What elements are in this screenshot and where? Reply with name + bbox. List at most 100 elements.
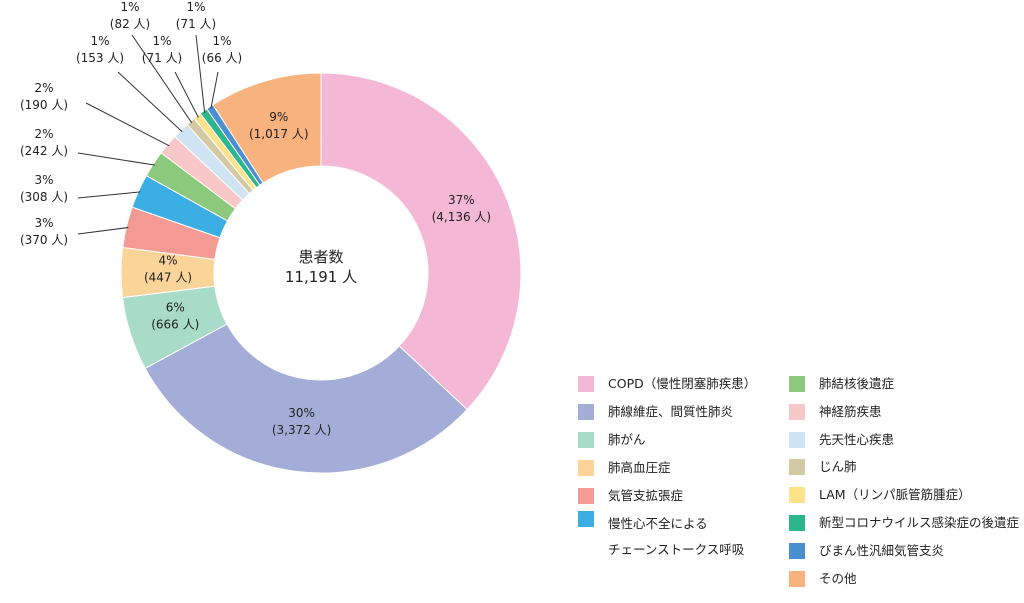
legend-label: 新型コロナウイルス感染症の後遺症 xyxy=(819,515,1020,530)
legend-swatch xyxy=(789,487,805,504)
legend-swatch xyxy=(789,376,805,392)
legend-label: 肺高血圧症 xyxy=(608,460,671,475)
legend-swatch xyxy=(789,542,805,559)
legend-swatch xyxy=(578,404,594,420)
legend-item: LAM（リンパ脈管筋腫症） xyxy=(789,487,971,504)
data-label-percent: 2% xyxy=(34,127,53,141)
data-label-percent: 4% xyxy=(158,254,177,268)
legend-label: COPD（慢性閉塞肺疾患） xyxy=(608,376,757,391)
legend-label: その他 xyxy=(819,570,857,586)
legend-label: 神経筋疾患 xyxy=(819,403,882,419)
leader-line xyxy=(131,34,193,124)
center-title: 患者数 xyxy=(298,248,343,266)
leader-line xyxy=(77,227,129,235)
legend-item: その他 xyxy=(789,570,857,587)
data-label-percent: 1% xyxy=(186,0,205,14)
donut-slice xyxy=(320,72,522,411)
data-label: 3% (308 人) xyxy=(20,173,68,204)
legend-label: 気管支拡張症 xyxy=(608,488,684,503)
data-label: 6% (666 人) xyxy=(151,301,199,332)
center-total: 11,191 人 xyxy=(285,268,357,286)
legend-swatch xyxy=(578,460,594,476)
data-label-count: (153 人) xyxy=(76,51,124,65)
legend-label: 肺線維症、間質性肺炎 xyxy=(608,404,734,419)
data-label-percent: 37% xyxy=(448,193,475,207)
legend-item: 慢性心不全による チェーンストークス呼吸 xyxy=(578,511,744,563)
legend-item: じん肺 xyxy=(789,459,857,476)
data-label-percent: 2% xyxy=(34,81,53,95)
legend-label: 肺結核後遺症 xyxy=(819,376,895,391)
data-label-count: (666 人) xyxy=(151,318,199,332)
legend-swatch xyxy=(578,432,594,448)
legend-item: 新型コロナウイルス感染症の後遺症 xyxy=(789,515,1019,531)
legend-swatch xyxy=(789,431,805,448)
slices-layer xyxy=(120,72,522,474)
data-label: 2% (242 人) xyxy=(20,127,68,158)
data-label-count: (447 人) xyxy=(144,271,192,285)
legend-label: 肺がん xyxy=(608,432,646,447)
data-label-percent: 1% xyxy=(152,34,171,48)
data-label-count: (3,372 人) xyxy=(272,423,332,437)
data-label: 1% (66 人) xyxy=(202,34,242,65)
data-label-percent: 1% xyxy=(90,34,109,48)
legend-item: 肺がん xyxy=(578,432,646,448)
legend-swatch xyxy=(789,515,805,531)
data-label-count: (4,136 人) xyxy=(432,210,492,224)
legend-item: 肺線維症、間質性肺炎 xyxy=(578,404,733,420)
leader-line xyxy=(174,71,199,118)
data-label: 1% (82 人) xyxy=(110,0,150,31)
legend-item: 気管支拡張症 xyxy=(578,488,683,504)
leader-line xyxy=(117,71,183,133)
legend-swatch xyxy=(578,376,594,392)
legend-swatch xyxy=(789,403,805,420)
data-label: 3% (370 人) xyxy=(20,216,68,247)
data-label-count: (71 人) xyxy=(176,17,216,31)
legend-label: じん肺 xyxy=(819,459,857,475)
legend-item: 先天性心疾患 xyxy=(789,431,895,448)
data-label: 9% (1,017 人) xyxy=(249,110,309,141)
data-label: 2% (190 人) xyxy=(20,81,68,112)
data-label-percent: 1% xyxy=(120,0,139,14)
data-label-percent: 1% xyxy=(212,34,231,48)
leader-line xyxy=(77,152,156,166)
legend-label: 慢性心不全による チェーンストークス呼吸 xyxy=(608,516,745,557)
leader-line xyxy=(77,191,141,199)
donut-slice xyxy=(212,72,322,184)
data-label-count: (71 人) xyxy=(142,51,182,65)
data-label-count: (190 人) xyxy=(20,98,68,112)
data-label: 1% (71 人) xyxy=(142,34,182,65)
legend-item: びまん性汎細気管支炎 xyxy=(789,542,945,559)
data-label: 1% (153 人) xyxy=(76,34,124,65)
data-label-count: (370 人) xyxy=(20,233,68,247)
data-label: 30% (3,372 人) xyxy=(272,406,332,437)
leader-line xyxy=(85,102,170,147)
data-label: 4% (447 人) xyxy=(144,254,192,285)
data-label-percent: 30% xyxy=(288,406,315,420)
data-label-count: (82 人) xyxy=(110,17,150,31)
legend-label: LAM（リンパ脈管筋腫症） xyxy=(819,487,971,503)
data-label-count: (1,017 人) xyxy=(249,127,309,141)
data-labels-layer: 37% (4,136 人) 30% (3,372 人) 6% (666 人) 4% (447 … xyxy=(20,0,491,437)
data-label-percent: 3% xyxy=(34,216,53,230)
data-label-percent: 3% xyxy=(34,173,53,187)
legend-item: 肺結核後遺症 xyxy=(789,376,894,392)
leader-line xyxy=(210,71,219,109)
data-label-percent: 9% xyxy=(269,110,288,124)
legend-label: 先天性心疾患 xyxy=(819,431,895,447)
legend-label: びまん性汎細気管支炎 xyxy=(819,542,945,558)
data-label-count: (308 人) xyxy=(20,190,68,204)
legend-item: COPD（慢性閉塞肺疾患） xyxy=(578,376,756,392)
data-label-count: (242 人) xyxy=(20,144,68,158)
data-label: 1% (71 人) xyxy=(176,0,216,31)
legend-swatch xyxy=(578,488,594,504)
legend-swatch xyxy=(789,459,805,476)
legend-item: 神経筋疾患 xyxy=(789,403,882,420)
legend-swatch xyxy=(578,511,594,527)
donut-slice xyxy=(144,323,468,474)
leader-lines-layer xyxy=(77,34,219,235)
center-label: 患者数 11,191 人 xyxy=(285,248,357,286)
data-label-count: (66 人) xyxy=(202,51,242,65)
legend-swatch xyxy=(789,570,805,587)
